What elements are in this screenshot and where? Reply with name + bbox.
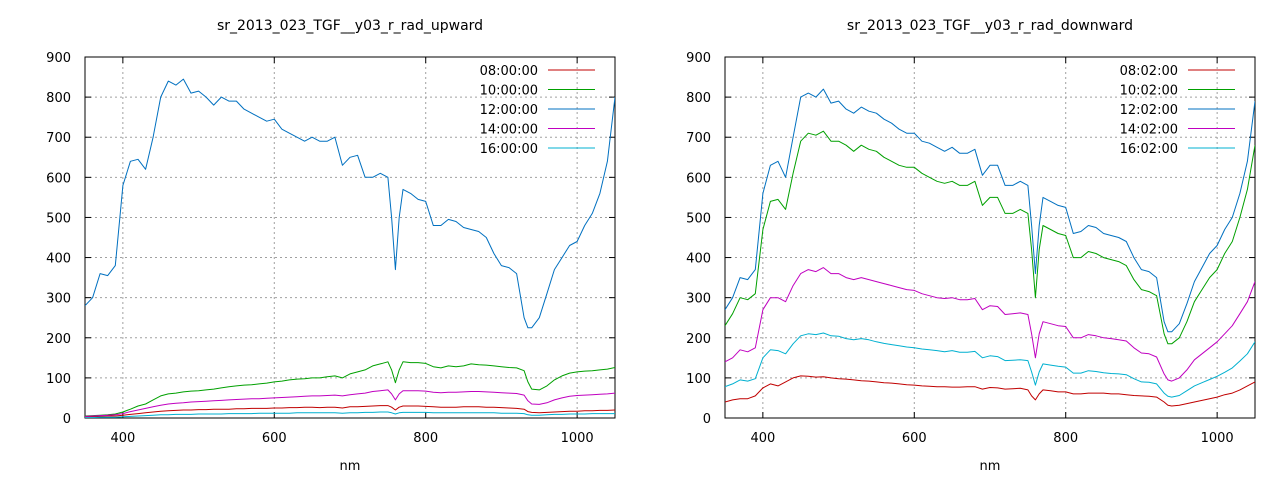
chart-2-x-tick-label: 400: [750, 431, 775, 446]
chart-1-legend-label: 14:00:00: [480, 123, 538, 138]
chart-2-legend-label: 14:02:00: [1120, 123, 1178, 138]
chart-1-legend-label: 16:00:00: [480, 142, 538, 157]
chart-1-y-tick-label: 200: [46, 332, 71, 347]
chart-2-series-line-5: [725, 332, 1255, 398]
chart-2-legend-label: 10:02:00: [1120, 84, 1178, 99]
chart-2: sr_2013_023_TGF__y03_r_rad_downward 0 100 2…: [686, 18, 1256, 474]
chart-2-title: sr_2013_023_TGF__y03_r_rad_downward: [847, 18, 1133, 34]
chart-1-x-tick-label: 600: [262, 431, 287, 446]
chart-1-series-line-5: [85, 411, 615, 418]
chart-2-y-tick-label: 200: [686, 332, 711, 347]
chart-2-legend-label: 16:02:00: [1120, 142, 1178, 157]
chart-2-y-tick-label: 900: [686, 51, 711, 66]
chart-2-y-tick-label: 0: [703, 412, 711, 427]
chart-1-y-tick-label: 300: [46, 292, 71, 307]
chart-1-y-tick-label: 900: [46, 51, 71, 66]
chart-2-x-axis-label: nm: [980, 459, 1001, 474]
chart-1-x-axis-label: nm: [340, 459, 361, 474]
chart-1-legend-label: 08:00:00: [480, 64, 538, 79]
chart-1: sr_2013_023_TGF__y03_r_rad_upward 0 100 200…: [46, 18, 616, 474]
chart-1-plot-frame: [84, 56, 616, 419]
chart-2-x-tick-label: 600: [902, 431, 927, 446]
chart-1-y-tick-label: 700: [46, 131, 71, 146]
chart-1-x-tick-label: 1000: [561, 431, 594, 446]
chart-1-y-tick-label: 400: [46, 252, 71, 267]
chart-2-legend-label: 12:02:00: [1120, 103, 1178, 118]
chart-2-y-tick-label: 100: [686, 372, 711, 387]
chart-2-y-tick-label: 800: [686, 91, 711, 106]
chart-1-y-tick-label: 500: [46, 211, 71, 226]
chart-1-x-tick-label: 800: [413, 431, 438, 446]
chart-2-y-tick-label: 600: [686, 171, 711, 186]
chart-2-series-line-3: [725, 88, 1255, 333]
chart-2-y-tick-label: 500: [686, 211, 711, 226]
chart-1-y-tick-label: 800: [46, 91, 71, 106]
chart-1-y-tick-label: 0: [63, 412, 71, 427]
chart-2-series-line-2: [725, 130, 1255, 345]
chart-2-y-tick-label: 700: [686, 131, 711, 146]
chart-2-plot-frame: [724, 56, 1256, 419]
chart-1-y-tick-label: 100: [46, 372, 71, 387]
chart-2-y-tick-label: 400: [686, 252, 711, 267]
chart-2-series-line-1: [725, 375, 1255, 407]
chart-1-series-line-4: [85, 389, 615, 417]
chart-1-series-line-1: [85, 405, 615, 418]
chart-1-legend-label: 10:00:00: [480, 84, 538, 99]
chart-1-title: sr_2013_023_TGF__y03_r_rad_upward: [217, 18, 483, 34]
chart-2-x-tick-label: 1000: [1201, 431, 1234, 446]
chart-2-series-line-4: [725, 267, 1255, 382]
chart-1-x-tick-label: 400: [110, 431, 135, 446]
chart-1-series-line-3: [85, 78, 615, 329]
chart-2-x-tick-label: 800: [1053, 431, 1078, 446]
chart-2-legend-label: 08:02:00: [1120, 64, 1178, 79]
chart-1-legend-label: 12:00:00: [480, 103, 538, 118]
chart-1-series-line-2: [85, 361, 615, 417]
chart-2-y-tick-label: 300: [686, 292, 711, 307]
chart-1-y-tick-label: 600: [46, 171, 71, 186]
